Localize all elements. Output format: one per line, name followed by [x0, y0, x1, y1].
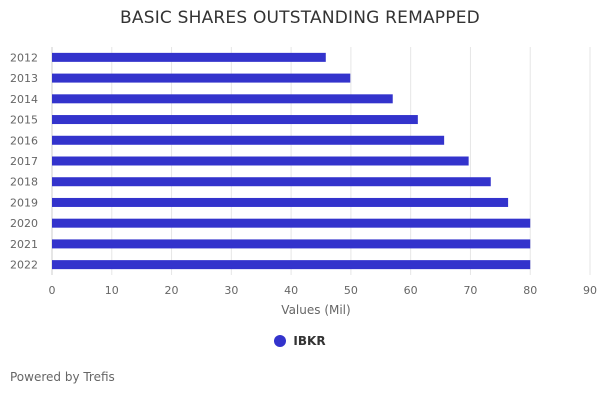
y-tick-label: 2019 [10, 196, 38, 209]
legend-dot-icon [274, 335, 287, 347]
x-tick-labels: 0 10 20 30 40 50 60 70 80 90 [49, 284, 598, 297]
bar-2020[interactable] [52, 218, 531, 228]
y-tick-label: 2016 [10, 134, 38, 147]
bar-2016[interactable] [52, 135, 445, 145]
bar-2022[interactable] [52, 260, 531, 270]
y-tick-label: 2017 [10, 155, 38, 168]
y-tick-labels: 2012 2013 2014 2015 2016 2017 2018 2019 2020 2021… [10, 51, 38, 271]
bar-2021[interactable] [52, 239, 531, 249]
bar-2014[interactable] [52, 94, 393, 104]
bar-2015[interactable] [52, 115, 418, 125]
x-axis-title: Values (Mil) [281, 303, 350, 317]
legend[interactable]: IBKR [0, 334, 600, 348]
y-tick-label: 2021 [10, 238, 38, 251]
bars [52, 52, 531, 270]
x-tick-label: 90 [583, 284, 597, 297]
chart-title: BASIC SHARES OUTSTANDING REMAPPED [120, 8, 480, 28]
bar-2017[interactable] [52, 156, 469, 166]
x-tick-label: 0 [49, 284, 56, 297]
y-tick-label: 2012 [10, 51, 38, 64]
x-tick-label: 60 [404, 284, 418, 297]
legend-label: IBKR [293, 334, 326, 348]
powered-by-credit: Powered by Trefis [10, 370, 115, 384]
y-tick-label: 2013 [10, 72, 38, 85]
x-tick-label: 30 [224, 284, 238, 297]
y-tick-label: 2014 [10, 93, 38, 106]
bar-2012[interactable] [52, 52, 326, 62]
x-tick-label: 80 [523, 284, 537, 297]
y-tick-label: 2018 [10, 176, 38, 189]
bar-2018[interactable] [52, 177, 491, 187]
y-tick-label: 2015 [10, 114, 38, 127]
x-tick-label: 40 [284, 284, 298, 297]
x-tick-label: 20 [165, 284, 179, 297]
x-tick-label: 10 [105, 284, 119, 297]
y-tick-label: 2022 [10, 259, 38, 272]
bar-2019[interactable] [52, 197, 509, 207]
bar-2013[interactable] [52, 73, 351, 83]
x-tick-label: 50 [344, 284, 358, 297]
y-tick-label: 2020 [10, 217, 38, 230]
x-tick-label: 70 [463, 284, 477, 297]
